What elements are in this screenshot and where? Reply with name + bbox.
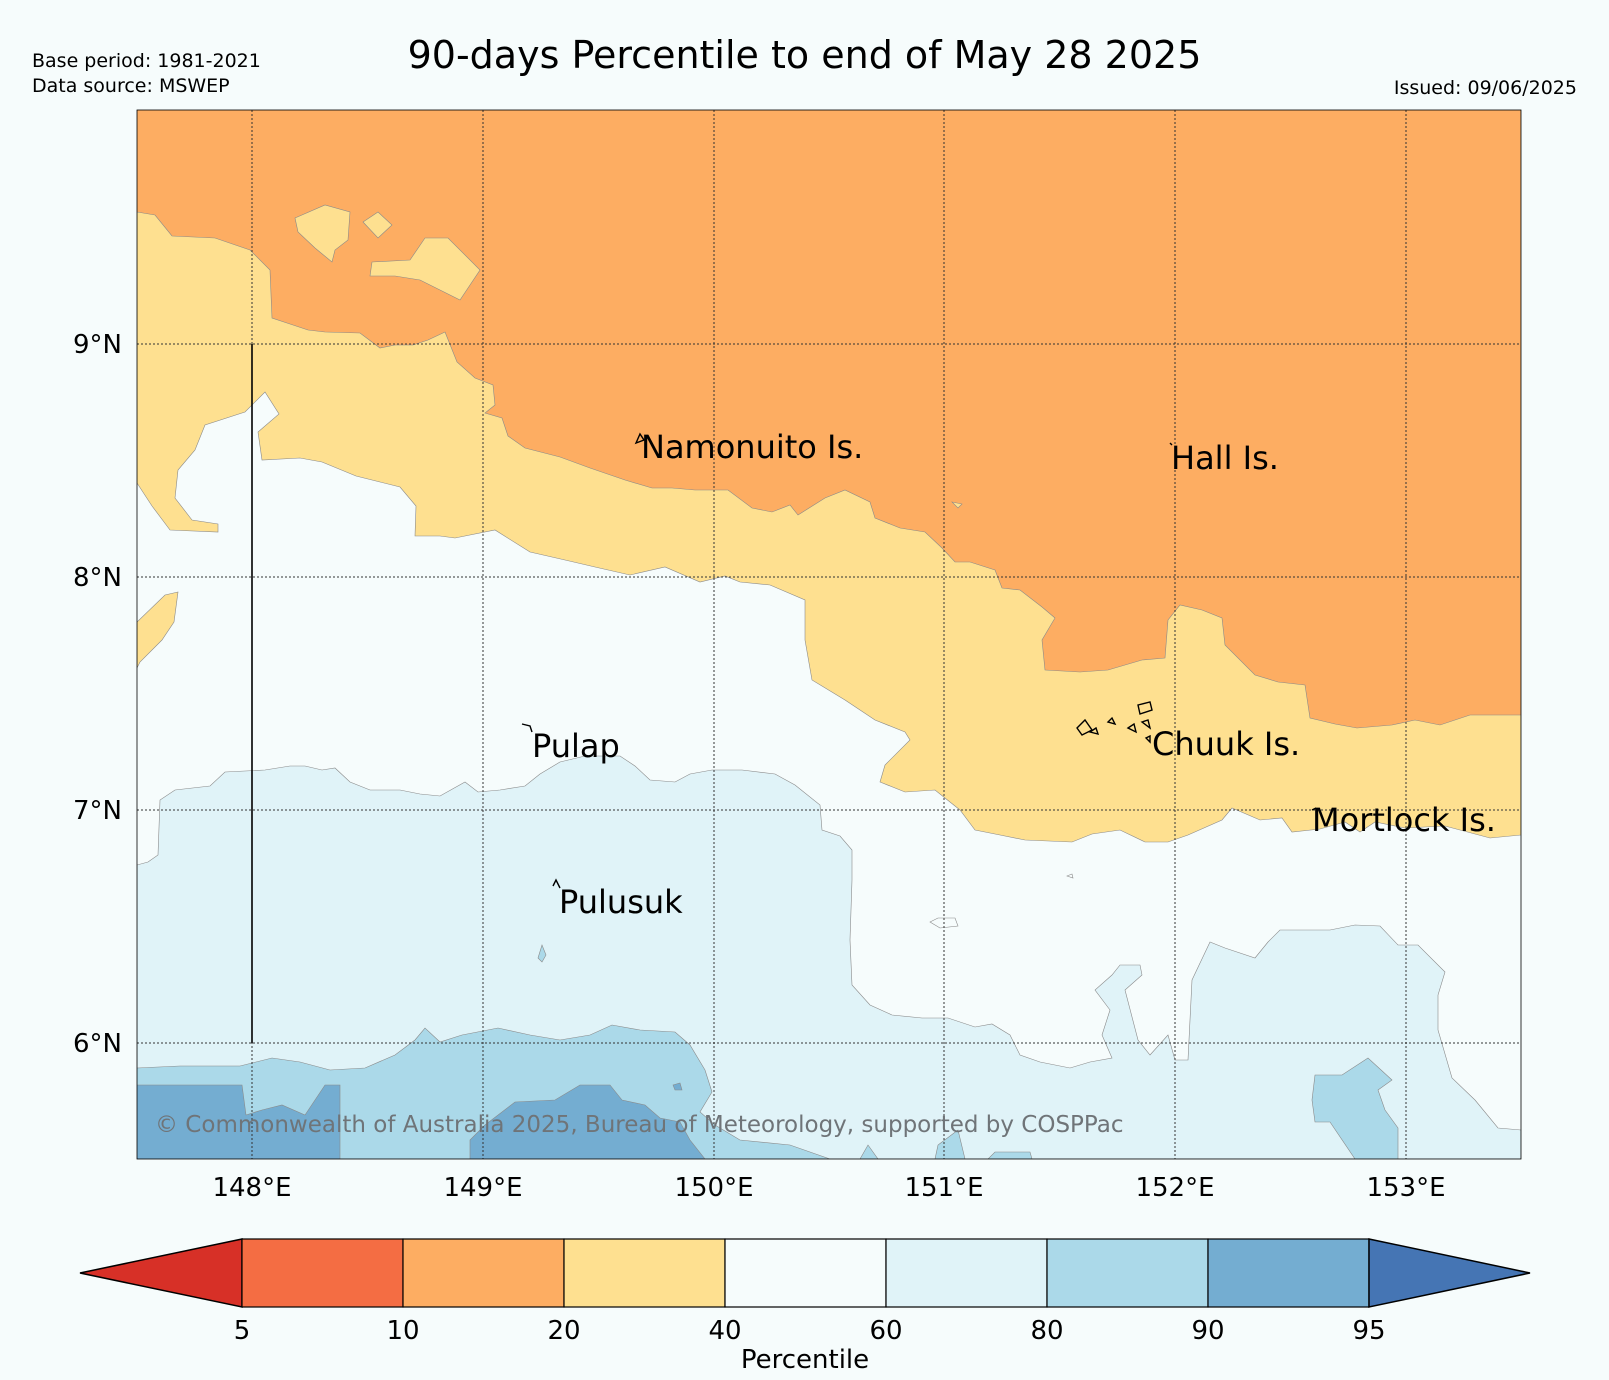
colorbar-extend-high (1368, 1238, 1531, 1308)
colorbar-tick-label: 20 (547, 1316, 580, 1346)
place-label-hall: Hall Is. (1171, 439, 1279, 477)
place-label-namonuito: Namonuito Is. (641, 428, 863, 466)
region-80-90-patch (537, 944, 547, 963)
base-period: Base period: 1981-2021 (32, 50, 261, 72)
place-label-pulap: Pulap (532, 727, 620, 765)
lat-axis: 9°N 8°N 7°N 6°N (73, 330, 122, 1059)
colorbar-tick-label: 5 (234, 1316, 251, 1346)
region-80-90-patch (987, 1151, 1033, 1159)
issued-date: Issued: 09/06/2025 (1393, 77, 1577, 99)
data-source: Data source: MSWEP (32, 75, 230, 97)
island-outlines (521, 432, 1317, 889)
colorbar-tick-label: 40 (708, 1316, 741, 1346)
region-80-90-patch (934, 1129, 966, 1159)
region-80-90-patch (859, 1144, 879, 1159)
colorbar-segment (1046, 1238, 1209, 1308)
place-label-pulusuk: Pulusuk (559, 883, 683, 921)
map-area: © Commonwealth of Australia 2025, Bureau… (137, 110, 1521, 1159)
gridlines (137, 110, 1521, 1159)
lon-tick-label: 151°E (904, 1173, 983, 1203)
colorbar-segment (241, 1238, 404, 1308)
colorbar-title: Percentile (741, 1345, 869, 1375)
colorbar-extend-low (79, 1238, 243, 1308)
region-90-95-patch (469, 1084, 706, 1159)
lon-tick-label: 153°E (1366, 1173, 1445, 1203)
lat-tick-label: 8°N (73, 563, 122, 593)
colorbar-tick-label: 90 (1191, 1316, 1224, 1346)
colorbar-segment (724, 1238, 887, 1308)
lon-tick-label: 150°E (674, 1173, 753, 1203)
place-label-chuuk: Chuuk Is. (1152, 725, 1300, 763)
region-20-40-patch (137, 591, 179, 669)
colorbar-tick-label: 95 (1352, 1316, 1385, 1346)
region-20-40-patch (951, 501, 963, 509)
colorbar-segment (885, 1238, 1048, 1308)
lon-tick-label: 148°E (212, 1173, 291, 1203)
lon-tick-label: 152°E (1135, 1173, 1214, 1203)
colorbar-segment (563, 1238, 726, 1308)
region-20-40-patch (362, 211, 393, 239)
copyright-notice: © Commonwealth of Australia 2025, Bureau… (155, 1112, 1124, 1138)
region-40-60-patch (1066, 873, 1074, 879)
colorbar-tick-label: 10 (386, 1316, 419, 1346)
region-20-40-patch (369, 237, 481, 301)
map-metadata: Base period: 1981-2021 Data source: MSWE… (32, 49, 261, 99)
region-90-95 (137, 1084, 341, 1159)
colorbar-segment (402, 1238, 565, 1308)
colorbar-segment (1207, 1238, 1370, 1308)
place-label-mortlock: Mortlock Is. (1312, 801, 1496, 839)
lat-tick-label: 9°N (73, 330, 122, 360)
lon-axis: 148°E 149°E 150°E 151°E 152°E 153°E (212, 1173, 1445, 1203)
map-frame (136, 109, 1522, 1160)
region-80-90-patch (1311, 1057, 1399, 1159)
region-20-40-patch (294, 204, 351, 263)
region-90-95-patch (672, 1082, 683, 1091)
colorbar-tick-label: 80 (1030, 1316, 1063, 1346)
page-title: 90-days Percentile to end of May 28 2025 (407, 33, 1202, 77)
lon-tick-label: 149°E (443, 1173, 522, 1203)
colorbar-tick-label: 60 (869, 1316, 902, 1346)
lat-tick-label: 7°N (73, 796, 122, 826)
region-10-20 (137, 110, 1521, 729)
lat-tick-label: 6°N (73, 1029, 122, 1059)
place-labels: Namonuito Is. Hall Is. Pulap Chuuk Is. M… (532, 428, 1496, 921)
colorbar: 5 10 20 40 60 80 90 95 Percentile (79, 1238, 1531, 1375)
